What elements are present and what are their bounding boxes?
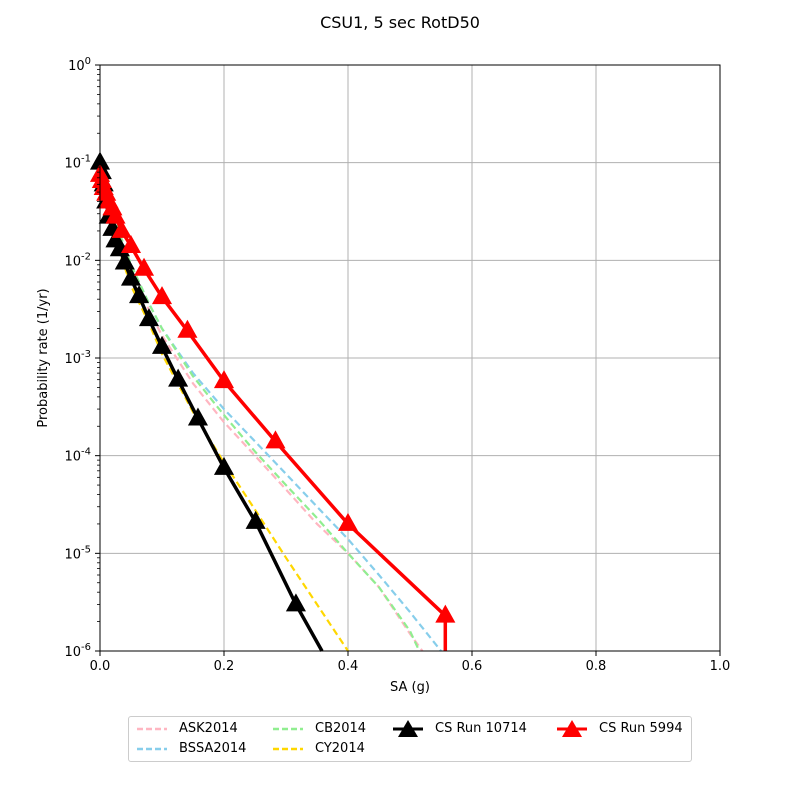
series-line	[98, 171, 421, 652]
legend: ASK2014 BSSA2014 CB2014 CY2014 CS Run 10…	[128, 716, 692, 762]
data-point-marker	[138, 308, 160, 327]
legend-label: CY2014	[315, 741, 365, 756]
data-point-marker	[111, 219, 132, 238]
data-point-marker	[337, 512, 359, 531]
data-point-marker	[285, 593, 306, 612]
data-point-marker	[213, 456, 235, 475]
data-point-marker	[245, 510, 266, 529]
y-tick-label: 100	[68, 56, 91, 74]
grid-lines	[99, 64, 721, 652]
series-line	[98, 162, 324, 652]
data-point-marker	[177, 319, 198, 338]
legend-swatch-cy2014	[273, 747, 303, 751]
series-cb2014	[98, 171, 421, 652]
data-point-marker	[114, 251, 135, 270]
chart-title: CSU1, 5 sec RotD50	[320, 13, 480, 32]
y-tick-label: 10-2	[64, 251, 91, 269]
series-line	[98, 171, 424, 652]
series-ask2014	[98, 171, 424, 652]
data-point-marker	[120, 267, 142, 286]
x-tick-label: 0.0	[90, 659, 111, 674]
series-bssa2014	[98, 171, 442, 652]
x-axis: 0.0 0.2 0.4 0.6 0.8 1.0	[90, 651, 731, 674]
data-point-marker	[187, 407, 209, 426]
data-point-marker	[105, 205, 126, 224]
y-axis-label: Probability rate (1/yr)	[36, 288, 51, 427]
x-axis-label: SA (g)	[390, 680, 430, 695]
legend-label: ASK2014	[179, 721, 238, 736]
legend-swatch-cs-run-10714	[393, 720, 423, 737]
data-point-marker	[435, 604, 456, 623]
x-tick-label: 0.4	[338, 659, 359, 674]
legend-label: CS Run 10714	[435, 721, 527, 736]
x-tick-label: 1.0	[710, 659, 731, 674]
legend-label: BSSA2014	[179, 741, 247, 756]
series-line	[98, 174, 448, 651]
x-tick-label: 0.6	[462, 659, 483, 674]
y-tick-label: 10-6	[64, 642, 91, 660]
data-point-marker	[151, 286, 173, 305]
legend-swatch-ask2014	[137, 727, 167, 731]
y-tick-label: 10-3	[64, 349, 91, 367]
data-point-marker	[133, 257, 155, 276]
x-tick-label: 0.8	[586, 659, 607, 674]
legend-swatch-bssa2014	[137, 747, 167, 751]
series-cs-run-5994	[89, 163, 456, 651]
series-line	[98, 171, 442, 652]
legend-swatch-cs-run-5994	[557, 720, 587, 737]
x-tick-label: 0.2	[214, 659, 235, 674]
data-point-marker	[168, 368, 189, 387]
data-point-marker	[120, 235, 142, 254]
data-point-marker	[151, 335, 173, 354]
data-point-marker	[213, 370, 235, 389]
y-tick-label: 10-1	[64, 154, 91, 172]
y-axis: 10-6 10-5 10-4 10-3 10-2 10-1 100	[64, 56, 100, 660]
y-tick-label: 10-4	[64, 447, 91, 465]
legend-swatch-cb2014	[273, 727, 303, 731]
series-layer	[89, 151, 456, 652]
legend-label: CS Run 5994	[599, 721, 683, 736]
y-tick-label: 10-5	[64, 544, 91, 562]
data-point-marker	[265, 430, 286, 449]
legend-label: CB2014	[315, 721, 367, 736]
data-point-marker	[129, 285, 150, 304]
